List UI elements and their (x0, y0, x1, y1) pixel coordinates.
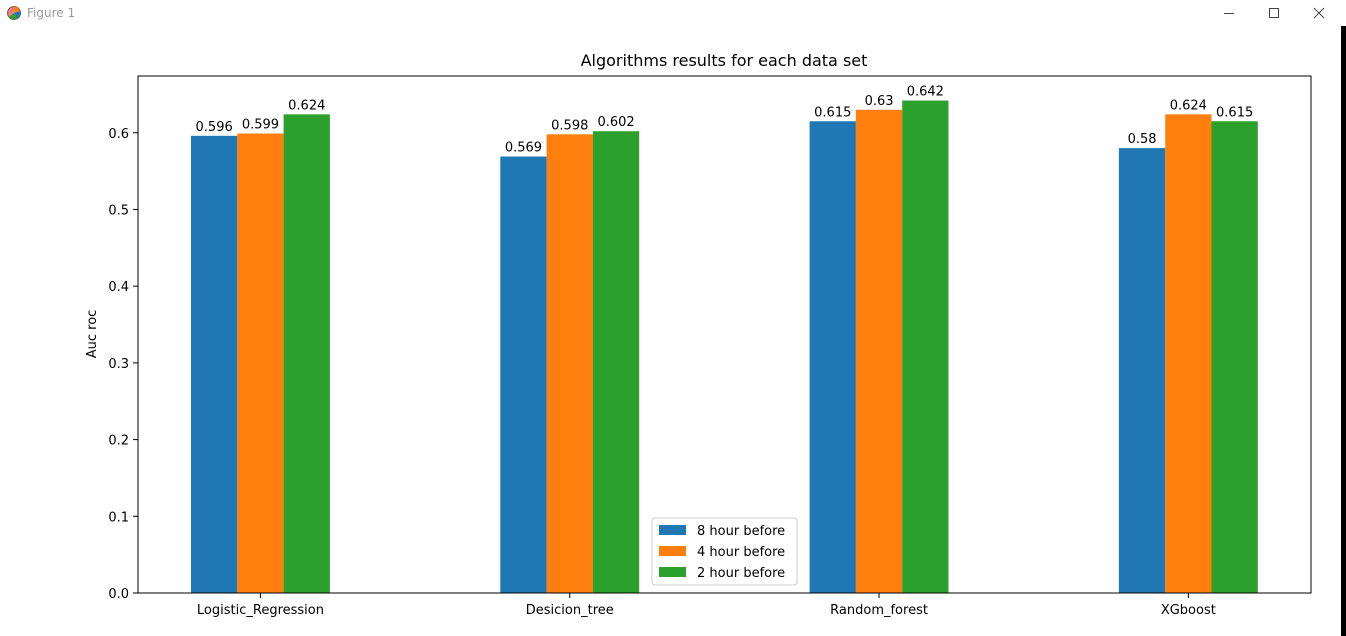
x-axis: Logistic_Regression Desicion_tree Random_f… (197, 593, 1216, 618)
bar-desicion_tree-series-1 (500, 156, 547, 593)
y-tick-label: 0.3 (108, 357, 129, 372)
bar-desicion_tree-series-3 (592, 131, 640, 593)
bar-desicion_tree-series-2 (546, 134, 593, 593)
legend: 8 hour before 4 hour before 2 hour before (651, 517, 798, 586)
bar-chart: Algorithms results for each data set Auc… (85, 51, 1312, 618)
bar-random_forest-series-3 (902, 100, 949, 594)
maximize-icon (1269, 8, 1279, 18)
data-label: 0.615 (1216, 105, 1253, 120)
x-tick-label: Logistic_Regression (197, 603, 324, 618)
y-axis-label: Auc roc (85, 310, 100, 359)
bar-xgboost-series-2 (1165, 114, 1212, 593)
y-tick-label: 0.5 (108, 203, 129, 218)
data-label: 0.596 (196, 120, 233, 135)
bar-logistic_regression-series-3 (283, 114, 330, 593)
window-titlebar: Figure 1 (0, 0, 1346, 26)
y-tick-label: 0.4 (108, 280, 129, 295)
minimize-icon (1224, 13, 1234, 14)
y-tick-label: 0.0 (108, 587, 129, 602)
data-label: 0.598 (551, 118, 588, 133)
data-label: 0.624 (288, 98, 325, 113)
matplotlib-app-icon (7, 6, 21, 20)
data-label: 0.58 (1128, 132, 1157, 147)
bars-layer (191, 100, 1258, 594)
close-icon (1313, 7, 1325, 19)
window-title: Figure 1 (27, 6, 76, 20)
data-label: 0.615 (814, 105, 851, 120)
bar-xgboost-series-1 (1118, 148, 1166, 593)
close-button[interactable] (1297, 0, 1341, 26)
x-tick-label: Random_forest (830, 603, 928, 618)
y-tick-label: 0.1 (108, 510, 129, 525)
bar-logistic_regression-series-2 (237, 133, 284, 593)
legend-swatch (659, 546, 686, 556)
data-labels-layer: 0.596 0.569 0.615 0.58 0.599 0.598 0.63 0.624 0.… (196, 85, 1254, 156)
bar-random_forest-series-2 (855, 109, 903, 594)
bar-logistic_regression-series-1 (191, 135, 238, 593)
legend-label: 8 hour before (697, 524, 785, 539)
y-axis: 0.0 0.1 0.2 0.3 0.4 0.5 0.6 (108, 127, 138, 602)
window-edge (1341, 26, 1346, 636)
x-tick-label: Desicion_tree (526, 603, 614, 618)
minimize-button[interactable] (1207, 0, 1251, 26)
chart-title: Algorithms results for each data set (581, 51, 868, 70)
data-label: 0.624 (1170, 98, 1207, 113)
legend-box (651, 517, 798, 586)
data-label: 0.602 (597, 115, 634, 130)
legend-label: 4 hour before (697, 545, 785, 560)
data-label: 0.569 (505, 141, 542, 156)
data-label: 0.642 (907, 85, 944, 100)
legend-swatch (659, 567, 686, 577)
legend-swatch (659, 525, 686, 535)
data-label: 0.63 (865, 94, 894, 109)
data-label: 0.599 (242, 118, 279, 133)
x-tick-label: XGboost (1161, 603, 1216, 618)
maximize-button[interactable] (1252, 0, 1296, 26)
bar-xgboost-series-3 (1211, 121, 1258, 593)
y-tick-label: 0.2 (108, 434, 129, 449)
plot-frame (137, 75, 1312, 594)
legend-label: 2 hour before (697, 566, 785, 581)
bar-random_forest-series-1 (809, 121, 856, 593)
y-tick-label: 0.6 (108, 127, 129, 142)
